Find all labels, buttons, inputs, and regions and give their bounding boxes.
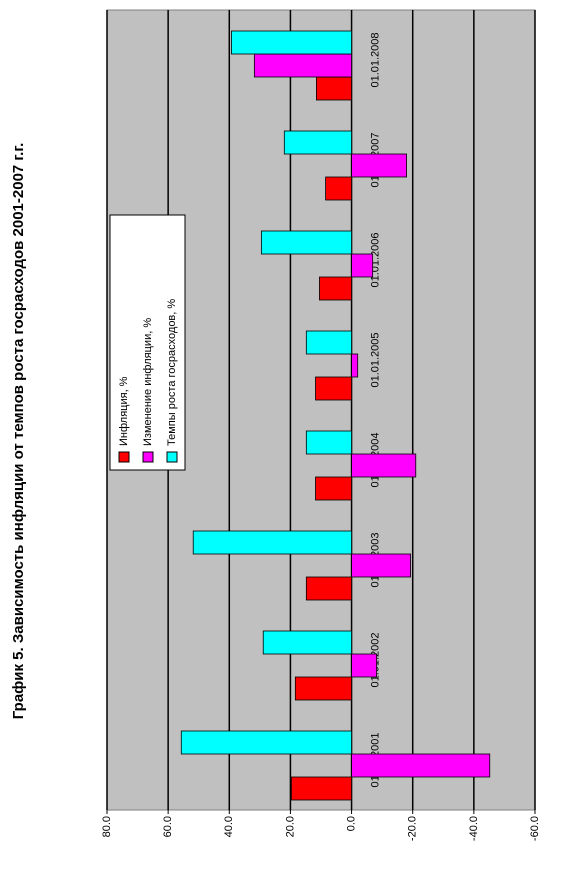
bar [305, 576, 352, 601]
legend-label: Темпы роста госрасходов, % [166, 299, 178, 446]
bar [316, 76, 352, 101]
bar [253, 53, 352, 78]
legend-swatch [118, 451, 130, 463]
legend-box [109, 214, 186, 471]
y-tick-label: 60.0 [162, 816, 174, 837]
bar [351, 153, 408, 178]
x-tick-label: 01.01.2005 [369, 332, 381, 387]
y-tick-label: 40.0 [223, 816, 235, 837]
bar [315, 376, 352, 401]
chart-title: График 5. Зависимость инфляции от темпов… [10, 142, 27, 720]
bar [231, 30, 352, 55]
bar [305, 330, 352, 355]
bar [351, 553, 411, 578]
bar [305, 430, 352, 455]
y-tick-label: 80.0 [101, 816, 113, 837]
bar [325, 176, 352, 201]
bar [351, 653, 378, 678]
title-holder: График 5. Зависимость инфляции от темпов… [10, 142, 27, 720]
bar [192, 530, 352, 555]
bar [351, 453, 417, 478]
bar [180, 730, 352, 755]
bar [315, 476, 352, 501]
legend-swatch [166, 451, 178, 463]
legend-label: Инфляция, % [118, 376, 130, 446]
bar [262, 630, 352, 655]
bar [283, 130, 352, 155]
y-tick-label: -40.0 [468, 816, 480, 841]
y-tick-label: 20.0 [284, 816, 296, 837]
x-tick-label: 01.01.2008 [369, 32, 381, 87]
bar [290, 776, 352, 801]
bar [294, 676, 352, 701]
legend-swatch [142, 451, 154, 463]
y-tick-label: -20.0 [407, 816, 419, 841]
y-tick-label: 0.0 [345, 816, 357, 831]
y-tick-label: -60.0 [529, 816, 541, 841]
legend-label: Изменение инфляции, % [142, 318, 154, 446]
bar [260, 230, 352, 255]
bar [319, 276, 352, 301]
bar [351, 253, 374, 278]
bar [351, 353, 359, 378]
chart-body: График 5. Зависимость инфляции от темпов… [10, 9, 541, 841]
bar [351, 753, 491, 778]
